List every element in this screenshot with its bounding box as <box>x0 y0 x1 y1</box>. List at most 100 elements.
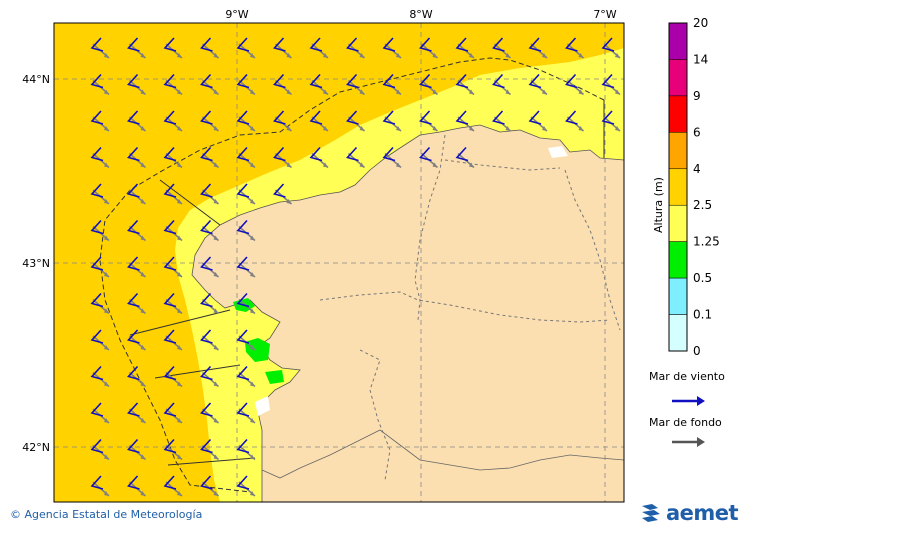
wind-sea-arrow <box>127 475 140 490</box>
wind-sea-arrow <box>236 329 250 344</box>
swell-arrow-head <box>323 162 328 168</box>
swell-arrow-head <box>432 53 438 58</box>
swell-arrow-head <box>177 308 182 314</box>
wind-sea-arrow <box>382 73 396 89</box>
wind-sea-arrow <box>200 37 213 52</box>
wind-sea-arrow <box>200 219 213 235</box>
wind-sea-arrow <box>163 110 177 125</box>
wind-sea-arrow <box>309 146 323 162</box>
wind-sea-arrow <box>200 438 213 454</box>
swell-arrow-head <box>505 53 511 58</box>
map-frame <box>53 22 625 503</box>
swell-arrow-head <box>177 454 182 460</box>
swell-arrow-head <box>177 162 182 168</box>
wind-sea-arrow <box>163 183 177 198</box>
swell-arrow-head <box>213 126 219 131</box>
wind-sea-arrow <box>236 110 250 125</box>
swell-arrow-head <box>432 162 438 168</box>
wind-sea-arrow <box>455 146 469 162</box>
colorbar-frame <box>668 22 688 352</box>
swell-arrow-head <box>104 454 109 460</box>
colorbar-level-label: 0.5 <box>693 271 712 285</box>
swell-arrow-head <box>177 126 182 131</box>
colorbar-level-label: 0.1 <box>693 308 712 322</box>
coastal-zone-outline <box>99 57 605 493</box>
aemet-logo: aemet <box>640 500 739 526</box>
wind-sea-arrow <box>492 110 505 125</box>
swell-arrow-head <box>213 454 219 460</box>
colorbar-cell <box>668 168 688 206</box>
swell-arrow-head <box>286 89 292 95</box>
colorbar-cell <box>668 204 688 242</box>
wind-sea-arrow <box>419 37 432 52</box>
wind-sea-arrow <box>528 37 542 52</box>
wind-sea-arrow <box>309 73 323 89</box>
wind-sea-arrow <box>200 183 213 198</box>
swell-arrow-head <box>323 126 328 131</box>
colorbar-legend: 20 14 9 6 4 2.5 1.25 0.5 0.1 0 Altura (m) Mar de … <box>649 16 725 447</box>
swell-arrow-head <box>396 53 401 58</box>
colorbar-level-label: 1.25 <box>693 235 720 249</box>
colorbar-cell <box>668 22 688 60</box>
swell-arrow-head <box>250 345 255 350</box>
swell-arrow-head <box>140 418 146 423</box>
wind-sea-arrow <box>163 292 177 308</box>
swell-arrow-head <box>177 199 182 204</box>
wind-sea-arrow <box>273 110 286 125</box>
wind-sea-arrow <box>200 73 213 89</box>
wind-sea-arrow <box>90 73 104 89</box>
wind-sea-arrow <box>163 475 177 490</box>
swell-arrow-head <box>250 53 255 58</box>
swell-arrow-head <box>505 126 511 131</box>
wind-sea-arrow <box>127 73 140 89</box>
swell-arrow-head <box>140 162 146 168</box>
colorbar-level-label: 0 <box>693 344 701 358</box>
swell-arrow-head <box>250 199 255 204</box>
wind-sea-arrow <box>127 438 140 454</box>
wind-sea-arrow <box>127 219 140 235</box>
wind-sea-arrow <box>200 292 213 308</box>
wind-sea-arrow <box>90 183 104 198</box>
wind-sea-arrow <box>601 37 615 52</box>
swell-arrow-head <box>250 454 255 460</box>
wind-sea-arrow <box>565 37 578 52</box>
agency-credit: © Agencia Estatal de Meteorología <box>10 508 203 521</box>
swell-arrow-head <box>469 89 474 95</box>
swell-arrow-head <box>250 235 255 241</box>
colorbar-labels: 20 14 9 6 4 2.5 1.25 0.5 0.1 0 <box>693 16 720 358</box>
wind-sea-arrow <box>273 73 286 89</box>
wind-sea-arrow <box>528 73 542 89</box>
wind-sea-arrow <box>346 73 359 89</box>
wind-sea-arrow <box>163 402 177 417</box>
wind-sea-arrow <box>492 37 505 52</box>
swell-arrow-head <box>140 235 146 241</box>
swell-arrow-head <box>104 89 109 95</box>
wind-sea-arrow <box>236 475 250 490</box>
swell-arrow-head <box>140 345 146 350</box>
wind-sea-arrow <box>127 256 140 271</box>
wind-sea-arrow <box>236 292 250 308</box>
colorbar-title: Altura (m) <box>652 177 665 233</box>
lon-label-9w: 9°W <box>225 8 248 21</box>
lat-label-44n: 44°N <box>22 73 50 86</box>
lat-tick-labels: 44°N 43°N 42°N <box>22 73 50 454</box>
no-data-patch <box>255 396 270 416</box>
graticule <box>54 23 624 502</box>
colorbar-cell <box>668 95 688 133</box>
swell-arrow-head <box>213 162 219 168</box>
lat-label-43n: 43°N <box>22 257 50 270</box>
wind-sea-arrow <box>236 438 250 454</box>
swell-arrow-head <box>104 491 109 496</box>
wind-sea-arrow <box>565 110 578 125</box>
swell-arrow-head <box>286 53 292 58</box>
zone-divider <box>129 309 231 336</box>
wind-sea-arrow <box>200 402 213 417</box>
swell-arrow-head <box>432 89 438 95</box>
swell-arrow-head <box>578 53 584 58</box>
swell-arrow-icon <box>672 437 705 447</box>
wind-sea-arrow <box>90 256 104 271</box>
lon-label-8w: 8°W <box>409 8 432 21</box>
swell-arrow-head <box>542 89 547 95</box>
swell-arrow-head <box>104 418 109 423</box>
